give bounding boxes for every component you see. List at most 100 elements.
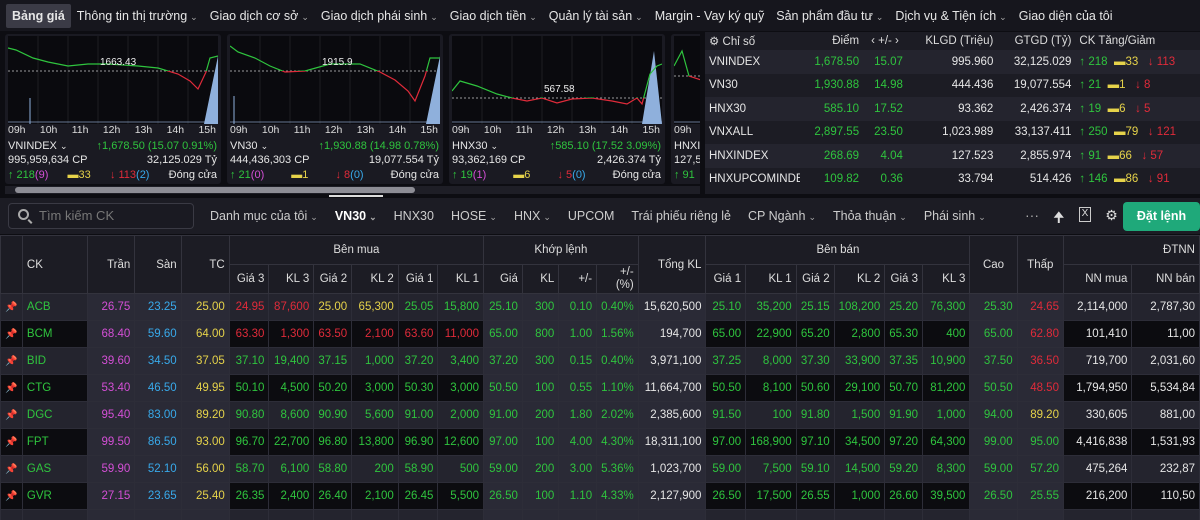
- cell-s_v2: 1,500: [833, 401, 886, 429]
- cell-m_v: 800: [521, 320, 560, 348]
- board-tab[interactable]: Phái sinh ⌄: [924, 209, 986, 223]
- excel-export-icon[interactable]: X: [1078, 207, 1092, 222]
- cell-s_p2: 97.10: [795, 428, 835, 456]
- cell-ck[interactable]: BCM: [21, 320, 89, 348]
- index-name-dropdown[interactable]: VNINDEX ⌄: [8, 140, 68, 152]
- index-name: VN30: [709, 79, 738, 92]
- index-value-traded: 19,077.554 Tỷ: [368, 154, 439, 166]
- nav-item[interactable]: Sản phẩm đầu tư ⌄: [770, 4, 889, 28]
- board-tab[interactable]: Thỏa thuận ⌄: [833, 209, 907, 223]
- index-row[interactable]: VNXALL 2,897.55 23.50 1,023.989 33,137.411 ↑ …: [705, 121, 1200, 145]
- table-row[interactable]: 📌 BID 39.60 34.50 37.05 37.10 19,400 37.15 1,000…: [0, 347, 1200, 375]
- cell-s_p3: 65.30: [884, 320, 923, 348]
- board-tab[interactable]: VN30 ⌄: [328, 195, 383, 223]
- unchanged: 79: [1125, 126, 1139, 139]
- scroll-top-arrow-icon[interactable]: 🠉: [1053, 209, 1065, 225]
- cell-ck[interactable]: ACB: [21, 293, 89, 321]
- empty-cell: [1062, 509, 1133, 520]
- index-row[interactable]: VNINDEX 1,678.50 15.07 995.960 32,125.029 ↑ 2…: [705, 50, 1200, 74]
- cell-ck[interactable]: GAS: [21, 455, 89, 483]
- scrollbar-thumb[interactable]: [15, 187, 415, 193]
- chevron-down-icon: ⌄: [59, 141, 68, 151]
- index-chart-panel[interactable]: 567.58 09h 10h 11h 12h 13h 14h 15h HNX30 ⌄ ↑585.1…: [449, 34, 665, 184]
- cell-ck[interactable]: BID: [21, 347, 89, 375]
- nav-item[interactable]: Quản lý tài sản ⌄: [543, 4, 649, 28]
- board-tab[interactable]: CP Ngành ⌄: [748, 209, 816, 223]
- cell-ck[interactable]: FPT: [21, 428, 89, 456]
- more-icon[interactable]: ···: [1025, 207, 1039, 223]
- cell-ck[interactable]: CTG: [21, 374, 89, 402]
- pin-icon[interactable]: 📌: [0, 374, 23, 402]
- cell-s_v3: 1,000: [921, 401, 971, 429]
- table-row[interactable]: [0, 509, 1200, 520]
- board-tab[interactable]: HNX ⌄: [514, 209, 551, 223]
- index-value: 19,077.554: [1013, 79, 1072, 92]
- chevron-down-icon: ⌄: [635, 11, 643, 22]
- table-row[interactable]: 📌 CTG 53.40 46.50 49.95 50.10 4,500 50.20 3,000 5…: [0, 374, 1200, 402]
- board-tab[interactable]: Danh mục của tôi ⌄: [210, 209, 318, 223]
- index-name-dropdown[interactable]: HNX30 ⌄: [452, 140, 498, 152]
- table-row[interactable]: 📌 FPT 99.50 86.50 93.00 96.70 22,700 96.80 13,80…: [0, 428, 1200, 456]
- index-chart-panel[interactable]: 1915.9 09h 10h 11h 12h 13h 14h 15h VN30 ⌄ ↑1,930.…: [227, 34, 443, 184]
- place-order-button[interactable]: Đặt lệnh: [1123, 202, 1200, 231]
- nav-item[interactable]: Giao dịch tiền ⌄: [444, 4, 543, 28]
- board-tab[interactable]: HOSE ⌄: [451, 209, 497, 223]
- chevron-down-icon: ⌄: [489, 212, 497, 222]
- nav-item[interactable]: Giao dịch cơ sở ⌄: [204, 4, 315, 28]
- nav-item-label: Margin - Vay ký quỹ: [654, 8, 765, 23]
- pin-icon[interactable]: 📌: [0, 482, 23, 510]
- table-row[interactable]: 📌 BCM 68.40 59.60 64.00 63.30 1,300 63.50 2,100 6…: [0, 320, 1200, 348]
- pin-icon[interactable]: 📌: [0, 347, 23, 375]
- empty-cell: [87, 509, 136, 520]
- settings-gear-icon[interactable]: ⚙: [709, 36, 720, 48]
- table-row[interactable]: 📌 DGC 95.40 83.00 89.20 90.80 8,600 90.90 5,600 9…: [0, 401, 1200, 429]
- nav-item[interactable]: Margin - Vay ký quỹ: [649, 4, 771, 28]
- advancers: 250: [1088, 126, 1108, 139]
- search-input[interactable]: Tìm kiếm CK: [8, 203, 194, 229]
- pin-icon[interactable]: 📌: [0, 455, 23, 483]
- index-chart-panel[interactable]: 1663.43 09h 10h 11h 12h 13h 14h 15h VNINDEX ⌄ ↑1,…: [5, 34, 221, 184]
- chart-strip-scrollbar[interactable]: [5, 186, 700, 194]
- cell-total: 194,700: [637, 320, 707, 348]
- index-col-header: CK Tăng/Giảm: [1075, 32, 1200, 50]
- index-row[interactable]: HNX30 585.10 17.52 93.362 2,426.374 ↑ 19 ▬6 ↓…: [705, 97, 1200, 121]
- nav-item[interactable]: Dịch vụ & Tiện ích ⌄: [889, 4, 1012, 28]
- nav-item[interactable]: Thông tin thị trường ⌄: [71, 4, 204, 28]
- nav-item[interactable]: Giao dịch phái sinh ⌄: [315, 4, 444, 28]
- cell-ck[interactable]: DGC: [21, 401, 89, 429]
- cell-low: 95.00: [1016, 428, 1064, 456]
- pin-icon[interactable]: 📌: [0, 428, 23, 456]
- index-row[interactable]: HNXUPCOMINDE 109.82 0.36 33.794 514.426 ↑ 146…: [705, 168, 1200, 192]
- nav-item[interactable]: Bảng giá: [6, 3, 71, 28]
- pin-icon[interactable]: 📌: [0, 401, 23, 429]
- table-row[interactable]: 📌 GVR 27.15 23.65 25.40 26.35 2,400 26.40 2,100 2…: [0, 482, 1200, 510]
- index-col-header[interactable]: ‹ +/- ›: [863, 32, 907, 50]
- index-name-dropdown[interactable]: VN30 ⌄: [230, 140, 268, 152]
- index-name-dropdown[interactable]: HNXINDEX ⌄: [674, 140, 700, 152]
- nav-item[interactable]: Giao diện của tôi: [1013, 4, 1119, 28]
- board-tab[interactable]: Trái phiếu riêng lẻ: [631, 209, 731, 223]
- cell-ck[interactable]: GVR: [21, 482, 89, 510]
- index-col-header: Điểm: [800, 32, 863, 50]
- index-change: 14.98: [874, 79, 903, 92]
- cell-s_v3: 81,200: [921, 374, 971, 402]
- cell-m_pct: 2.02%: [596, 401, 639, 429]
- table-row[interactable]: 📌 ACB 26.75 23.25 25.00 24.95 87,600 25.00 65,30…: [0, 293, 1200, 321]
- pin-icon[interactable]: 📌: [0, 293, 23, 321]
- board-tab[interactable]: HNX30: [394, 209, 434, 223]
- settings-gear-icon[interactable]: ⚙: [1105, 207, 1118, 223]
- cell-s_v1: 35,200: [745, 293, 797, 321]
- cell-m_pct: 4.30%: [596, 428, 639, 456]
- index-row[interactable]: VN30 1,930.88 14.98 444.436 19,077.554 ↑ 21 ▬…: [705, 74, 1200, 98]
- cell-m_p: 25.10: [483, 293, 523, 321]
- table-row[interactable]: 📌 GAS 59.90 52.10 56.00 58.70 6,100 58.80 200 58.…: [0, 455, 1200, 483]
- cell-s_p3: 37.35: [884, 347, 923, 375]
- index-name: VNXALL: [709, 126, 754, 139]
- index-points: 2,897.55: [814, 126, 860, 139]
- index-row[interactable]: HNXINDEX 268.69 4.04 127.523 2,855.974 ↑ 91 ▬…: [705, 144, 1200, 168]
- board-tab[interactable]: UPCOM: [568, 209, 615, 223]
- pin-icon[interactable]: 📌: [0, 320, 23, 348]
- cell-nn_sell: 5,534,84: [1131, 374, 1200, 402]
- header-label: Bên mua: [333, 244, 380, 256]
